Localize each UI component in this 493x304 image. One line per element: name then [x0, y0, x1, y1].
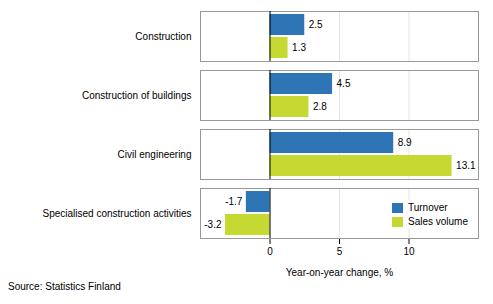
- html-text:Source: Statistics Finland: Source: Statistics Finland: [8, 281, 121, 292]
- svg-text:8.9: 8.9: [398, 137, 412, 148]
- html-text:Sales volume: Sales volume: [408, 216, 468, 227]
- svg-text:-3.2: -3.2: [204, 219, 222, 230]
- svg-text:4.5: 4.5: [337, 78, 351, 89]
- svg-text:0: 0: [267, 246, 273, 257]
- svg-text:1.3: 1.3: [292, 42, 306, 53]
- svg-text:Construction: Construction: [135, 31, 191, 42]
- svg-text:13.1: 13.1: [456, 160, 476, 171]
- svg-text:2.5: 2.5: [309, 19, 323, 30]
- svg-text:5: 5: [337, 246, 343, 257]
- svg-text:2.8: 2.8: [313, 101, 327, 112]
- html-text:Turnover: Turnover: [408, 202, 448, 213]
- svg-text:Year-on-year change, %: Year-on-year change, %: [286, 267, 394, 278]
- svg-text:Civil engineering: Civil engineering: [118, 149, 192, 160]
- svg-text:Specialised construction activ: Specialised construction activities: [43, 208, 192, 219]
- svg-text:Construction of buildings: Construction of buildings: [82, 90, 192, 101]
- svg-text:-1.7: -1.7: [225, 196, 243, 207]
- svg-text:10: 10: [403, 246, 415, 257]
